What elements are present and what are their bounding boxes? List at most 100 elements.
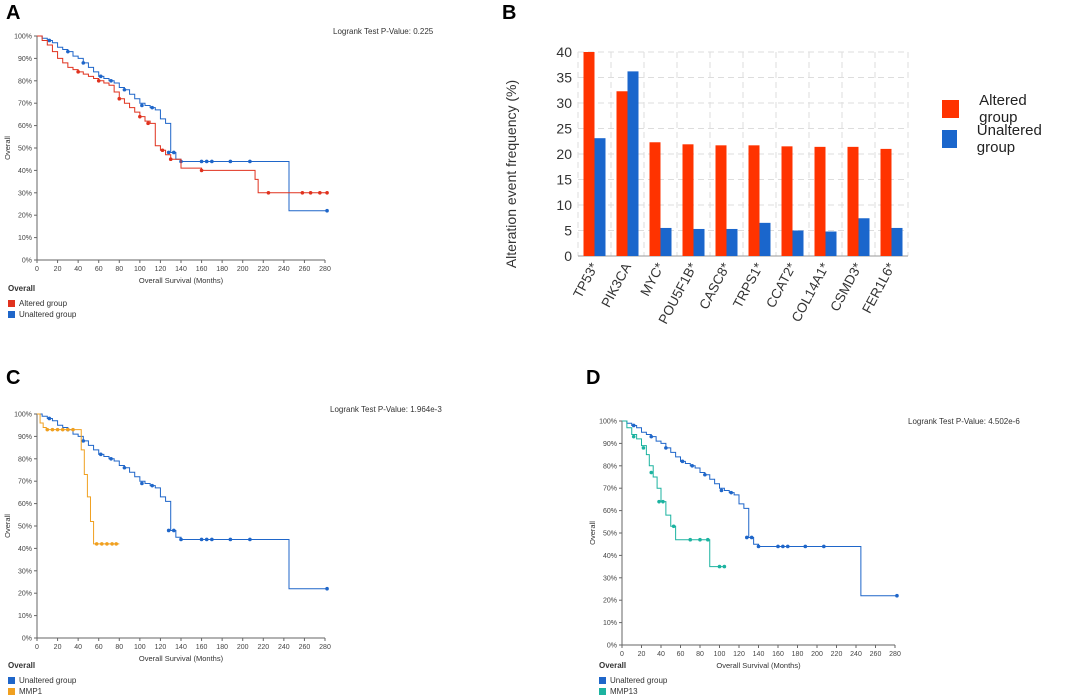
censor-mark bbox=[138, 114, 142, 119]
y-axis-label: Overall bbox=[3, 136, 12, 160]
censor-mark bbox=[199, 159, 204, 164]
x-tick-label: 140 bbox=[753, 651, 765, 658]
legend-label: Unaltered group bbox=[976, 122, 1042, 156]
censor-mark bbox=[81, 61, 86, 65]
legend-label: Unaltered group bbox=[19, 310, 77, 319]
x-tick-label: 80 bbox=[696, 651, 704, 658]
bar-unaltered bbox=[660, 227, 672, 256]
censor-mark bbox=[756, 544, 761, 549]
x-tick-label: 280 bbox=[319, 644, 331, 651]
legend-item-unaltered[interactable]: Unaltered group bbox=[8, 309, 76, 320]
censor-mark bbox=[803, 544, 808, 549]
x-tick-label: 0 bbox=[35, 266, 39, 273]
category-label: TRPS1* bbox=[730, 260, 766, 311]
censor-mark bbox=[140, 481, 144, 486]
legend-item-mmp1[interactable]: MMP1 bbox=[8, 686, 76, 697]
censor-mark bbox=[150, 105, 154, 110]
bar-unaltered bbox=[759, 222, 771, 256]
censor-mark bbox=[690, 464, 694, 468]
y-tick-label: 100% bbox=[14, 34, 32, 41]
x-tick-label: 260 bbox=[870, 651, 882, 658]
x-tick-label: 100 bbox=[134, 644, 146, 651]
y-tick-label: 0 bbox=[564, 248, 572, 264]
legend-title-a: Overall bbox=[8, 284, 36, 293]
legend-item-altered[interactable]: Altered group bbox=[8, 298, 76, 309]
x-tick-label: 180 bbox=[216, 266, 228, 273]
censor-mark bbox=[71, 427, 75, 432]
censor-mark bbox=[210, 537, 214, 542]
y-tick-label: 60% bbox=[603, 508, 617, 515]
y-tick-label: 90% bbox=[603, 441, 617, 448]
bar-altered bbox=[682, 144, 694, 256]
censor-mark bbox=[172, 528, 176, 533]
km-plot-c: 0% 10% 20% 30% 40% 50% 60% 70% 80% 90% 100% 0 20 40 60… bbox=[3, 412, 331, 664]
y-tick-label: 70% bbox=[18, 101, 32, 108]
x-axis-label: Overall Survival (Months) bbox=[139, 654, 224, 663]
censor-mark bbox=[66, 427, 70, 432]
y-axis-label: Alteration event frequency (%) bbox=[503, 80, 519, 268]
bar-unaltered bbox=[825, 231, 837, 256]
bar-unaltered bbox=[594, 138, 606, 256]
censor-mark bbox=[60, 427, 65, 432]
censor-mark bbox=[166, 150, 171, 155]
legend-item-unaltered[interactable]: Unaltered group bbox=[942, 122, 1065, 156]
y-axis-label: Overall bbox=[3, 514, 12, 538]
y-tick-label: 30% bbox=[18, 568, 32, 575]
censor-mark bbox=[325, 208, 329, 213]
y-tick-label: 40% bbox=[18, 546, 32, 553]
pvalue-text-a: Logrank Test P-Value: 0.225 bbox=[333, 27, 434, 36]
bar-altered bbox=[583, 52, 595, 256]
legend-c: Overall Unaltered group MMP1 bbox=[8, 661, 76, 697]
censor-mark bbox=[199, 168, 204, 173]
censor-mark bbox=[140, 103, 144, 108]
censor-mark bbox=[122, 465, 127, 470]
censor-mark bbox=[631, 434, 636, 439]
legend-swatch bbox=[599, 677, 606, 684]
censor-mark bbox=[722, 564, 727, 569]
panel-letter-b: B bbox=[502, 2, 517, 24]
censor-mark bbox=[785, 544, 790, 549]
y-tick-label: 80% bbox=[18, 78, 32, 85]
survival-curve bbox=[37, 413, 120, 545]
legend-item-unaltered[interactable]: Unaltered group bbox=[599, 675, 667, 686]
x-tick-label: 260 bbox=[299, 644, 311, 651]
x-tick-label: 200 bbox=[237, 266, 249, 273]
x-tick-label: 100 bbox=[714, 651, 726, 658]
legend-label: MMP13 bbox=[610, 687, 638, 696]
category-label: TP53* bbox=[570, 260, 601, 301]
censor-mark bbox=[94, 542, 99, 546]
legend-item-altered[interactable]: Altered group bbox=[942, 92, 1065, 126]
y-tick-label: 100% bbox=[599, 419, 617, 426]
censor-mark bbox=[719, 488, 724, 493]
km-plot-a: 0% 10% 20% 30% 40% 50% 60% 70% 80% 90% 100% 0 20 40 60… bbox=[3, 34, 331, 286]
legend-label: Altered group bbox=[19, 299, 68, 308]
censor-mark bbox=[641, 446, 646, 450]
censor-mark bbox=[160, 148, 165, 153]
censor-mark bbox=[109, 457, 113, 461]
censor-mark bbox=[179, 537, 183, 542]
y-tick-label: 80% bbox=[603, 463, 617, 470]
x-tick-label: 0 bbox=[35, 644, 39, 651]
censor-mark bbox=[703, 472, 707, 477]
x-axis-label: Overall Survival (Months) bbox=[139, 276, 224, 285]
censor-mark bbox=[98, 74, 103, 79]
legend-item-unaltered[interactable]: Unaltered group bbox=[8, 675, 76, 686]
category-label: CCAT2* bbox=[763, 260, 799, 311]
bar-altered bbox=[748, 145, 760, 256]
panel-b: B 0 5 10 15 20 25 30 35 40 TP53* PIK3CA MYC* POU5F1B… bbox=[500, 0, 1065, 340]
legend-title-c: Overall bbox=[8, 661, 36, 670]
y-tick-label: 40% bbox=[603, 553, 617, 560]
bar-unaltered bbox=[792, 230, 804, 256]
legend-item-mmp13[interactable]: MMP13 bbox=[599, 686, 667, 697]
censor-mark bbox=[45, 427, 50, 432]
censor-mark bbox=[649, 470, 654, 475]
y-tick-label: 0% bbox=[22, 636, 32, 643]
x-tick-label: 200 bbox=[237, 644, 249, 651]
category-label: FER1L6* bbox=[859, 260, 898, 316]
censor-mark bbox=[698, 537, 702, 542]
y-tick-label: 70% bbox=[603, 486, 617, 493]
censor-mark bbox=[105, 542, 109, 546]
panel-d: D Logrank Test P-Value: 4.502e-6 0% 10% 20… bbox=[585, 365, 1065, 698]
legend-swatch bbox=[8, 688, 15, 695]
censor-mark bbox=[822, 544, 826, 549]
